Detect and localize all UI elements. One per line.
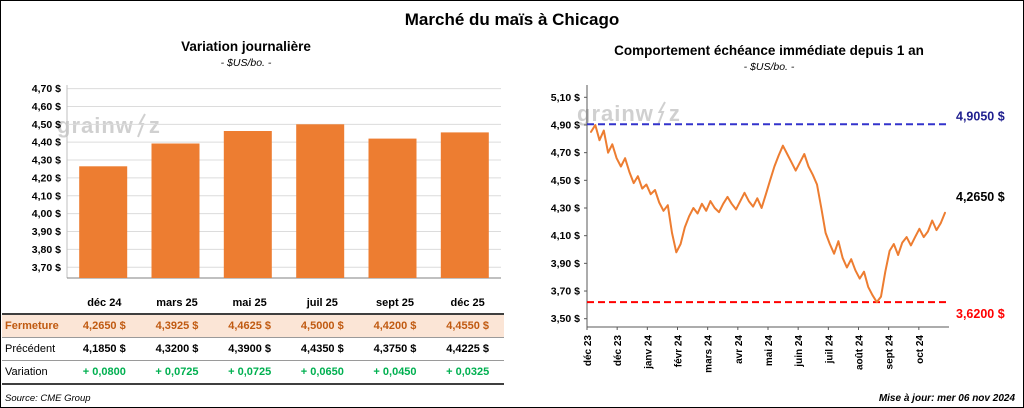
bar: [368, 138, 417, 278]
y-axis-label: 4,70 $: [551, 147, 580, 159]
column-header: mars 25: [156, 296, 198, 309]
bar: [223, 131, 272, 278]
table-cell: 4,2650 $: [82, 320, 126, 332]
table-row-variation: Variation + 0,0800 + 0,0725 + 0,0725 + 0…: [2, 361, 504, 385]
daily-variation-bar-chart: 3,70 $ 3,80 $ 3,90 $ 4,00 $ 4,10 $ 4,20 $ 4,30…: [32, 83, 501, 279]
table-cell: + 0,0450: [373, 366, 417, 378]
price-line: [590, 124, 946, 304]
page-title: Marché du maïs à Chicago: [404, 10, 620, 29]
x-axis-label: janv 24: [643, 335, 654, 370]
table-cell: 4,1850 $: [82, 343, 126, 355]
table-cell: 4,3925 $: [155, 320, 199, 332]
max-line-label: 4,9050 $: [956, 109, 1005, 123]
table-cell: 4,4350 $: [300, 343, 344, 355]
bar: [440, 132, 489, 278]
y-axis-label: 4,10 $: [551, 230, 580, 242]
grainwiz-watermark: grainw z: [577, 101, 681, 127]
y-axis-label: 3,90 $: [32, 226, 61, 238]
x-axis-label: août 24: [855, 335, 866, 370]
row-label-variation: Variation: [5, 366, 48, 378]
y-axis-label: 3,90 $: [551, 258, 580, 270]
y-axis-label: 3,50 $: [551, 313, 580, 325]
table-cell: 4,3900 $: [228, 343, 272, 355]
y-axis-label: 4,90 $: [551, 119, 580, 131]
line-chart-subtitle: - $US/bo. -: [743, 61, 795, 73]
table-cell: + 0,0725: [155, 366, 199, 378]
table-row-precedent: Précédent 4,1850 $ 4,3200 $ 4,3900 $ 4,4…: [2, 338, 504, 361]
y-axis-label: 4,40 $: [32, 137, 61, 149]
x-axis-label: juin 24: [794, 335, 805, 368]
row-label-fermeture: Fermeture: [5, 320, 59, 332]
table-cell: 4,3750 $: [373, 343, 417, 355]
y-axis-label: 4,00 $: [32, 208, 61, 220]
source-note: Source: CME Group: [5, 393, 91, 404]
y-axis-label: 4,10 $: [32, 190, 61, 202]
x-axis-label: déc 23: [613, 335, 624, 367]
table-cell: + 0,0800: [82, 366, 126, 378]
lightning-icon: [656, 101, 666, 126]
table-cell: 4,4550 $: [446, 320, 490, 332]
column-header: juil 25: [306, 296, 338, 309]
y-axis-label: 3,70 $: [32, 262, 61, 274]
watermark-text: grainw: [577, 101, 654, 126]
table-cell: + 0,0325: [446, 366, 490, 378]
one-year-price-line-chart: 3,50 $ 3,70 $ 3,90 $ 4,10 $ 4,30 $ 4,50 $ 4,70…: [551, 85, 1005, 373]
x-axis-label: juil 24: [824, 335, 835, 365]
line-chart-title: Comportement échéance immédiate depuis 1…: [614, 43, 924, 58]
bar-chart-title: Variation journalière: [181, 39, 311, 54]
bar: [79, 166, 128, 278]
price-table: déc 24 mars 25 mai 25 juil 25 sept 25 dé…: [2, 292, 504, 385]
bar-chart-subtitle: - $US/bo. -: [220, 57, 272, 69]
y-axis-label: 3,80 $: [32, 244, 61, 256]
update-date: Mise à jour: mer 06 nov 2024: [878, 393, 1015, 404]
y-axis-label: 5,10 $: [551, 92, 580, 104]
x-axis-label: sept 24: [885, 335, 896, 370]
bar: [151, 143, 200, 278]
y-axis-label: 4,70 $: [32, 83, 61, 95]
table-cell: 4,4625 $: [228, 320, 272, 332]
grainwiz-watermark: grainw z: [57, 113, 161, 139]
y-axis-label: 4,50 $: [32, 119, 61, 131]
y-axis-label: 4,60 $: [32, 101, 61, 113]
table-header-row: déc 24 mars 25 mai 25 juil 25 sept 25 dé…: [2, 292, 504, 315]
x-axis-label: mars 24: [704, 335, 715, 373]
table-cell: 4,4200 $: [373, 320, 417, 332]
table-row-fermeture: Fermeture 4,2650 $ 4,3925 $ 4,4625 $ 4,5…: [2, 315, 504, 338]
column-header: déc 25: [450, 296, 485, 309]
x-axis-label: févr 24: [674, 335, 685, 368]
watermark-text: z: [668, 101, 681, 126]
column-header: mai 25: [232, 296, 267, 309]
y-axis-label: 4,30 $: [551, 203, 580, 215]
y-axis-label: 4,50 $: [551, 175, 580, 187]
column-header: sept 25: [376, 296, 414, 309]
watermark-text: grainw: [57, 113, 134, 138]
table-cell: + 0,0650: [300, 366, 344, 378]
x-axis-label: avr 24: [734, 335, 745, 364]
row-label-precedent: Précédent: [5, 343, 56, 355]
last-price-label: 4,2650 $: [956, 190, 1005, 204]
x-axis-label: déc 23: [583, 335, 594, 367]
table-cell: + 0,0725: [228, 366, 272, 378]
y-axis-label: 4,20 $: [32, 172, 61, 184]
min-line-label: 3,6200 $: [956, 307, 1005, 321]
y-axis-label: 3,70 $: [551, 286, 580, 298]
x-axis-label: mai 24: [764, 335, 775, 367]
x-axis-label: oct 24: [915, 335, 926, 364]
column-header: déc 24: [87, 296, 122, 309]
watermark-text: z: [148, 113, 161, 138]
table-cell: 4,4225 $: [446, 343, 490, 355]
y-axis-label: 4,30 $: [32, 155, 61, 167]
table-cell: 4,3200 $: [155, 343, 199, 355]
bar: [296, 124, 345, 278]
table-cell: 4,5000 $: [300, 320, 344, 332]
